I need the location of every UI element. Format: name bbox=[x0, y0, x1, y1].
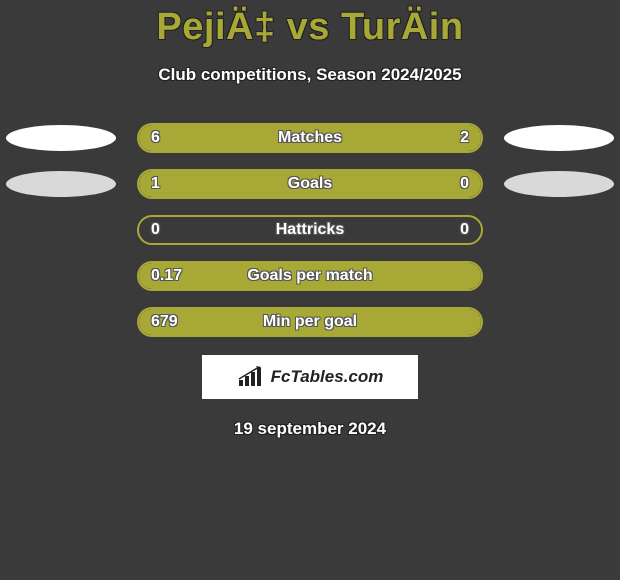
stat-label: Min per goal bbox=[139, 309, 481, 335]
stat-row: 00Hattricks bbox=[0, 215, 620, 245]
logo-text: FcTables.com bbox=[271, 367, 384, 387]
stat-label: Goals per match bbox=[139, 263, 481, 289]
stat-row: 62Matches bbox=[0, 123, 620, 153]
stat-bar-track: 0.17Goals per match bbox=[137, 261, 483, 291]
page-title: PejiÄ‡ vs TurÄin bbox=[0, 0, 620, 49]
stat-rows: 62Matches 10Goals 00Hattricks 0.17Goals per… bbox=[0, 123, 620, 337]
player-ellipse-right bbox=[504, 125, 614, 151]
date-text: 19 september 2024 bbox=[0, 419, 620, 439]
stat-row: 679Min per goal bbox=[0, 307, 620, 337]
stat-bar-track: 679Min per goal bbox=[137, 307, 483, 337]
stat-label: Matches bbox=[139, 125, 481, 151]
player-ellipse-left bbox=[6, 171, 116, 197]
logo-box: FcTables.com bbox=[202, 355, 418, 399]
stat-bar-track: 10Goals bbox=[137, 169, 483, 199]
stat-label: Goals bbox=[139, 171, 481, 197]
stat-bar-track: 62Matches bbox=[137, 123, 483, 153]
bars-icon bbox=[237, 366, 265, 388]
stat-label: Hattricks bbox=[139, 217, 481, 243]
stat-row: 10Goals bbox=[0, 169, 620, 199]
player-ellipse-left bbox=[6, 125, 116, 151]
player-ellipse-right bbox=[504, 171, 614, 197]
subtitle: Club competitions, Season 2024/2025 bbox=[0, 65, 620, 85]
stat-bar-track: 00Hattricks bbox=[137, 215, 483, 245]
stat-row: 0.17Goals per match bbox=[0, 261, 620, 291]
